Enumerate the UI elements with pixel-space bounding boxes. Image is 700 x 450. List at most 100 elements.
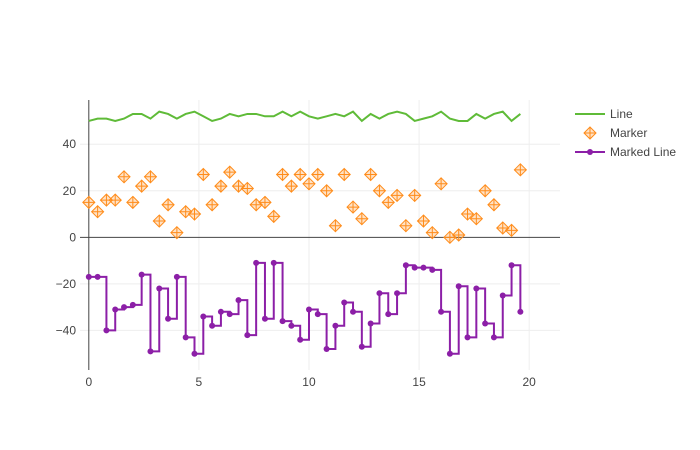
marker-point: [337, 167, 351, 182]
marker-cross: [426, 226, 439, 239]
marked-line-point: [209, 322, 216, 329]
marker-cross: [347, 201, 360, 214]
marked-line-point: [508, 262, 515, 269]
marker-point: [143, 170, 158, 184]
marker-cross: [505, 224, 518, 237]
marker-cross: [329, 219, 342, 232]
marker-point: [416, 214, 431, 228]
marker-point: [275, 167, 290, 182]
marker-cross: [487, 198, 500, 211]
marked-line-point: [297, 336, 304, 343]
marked-line-point: [464, 334, 471, 341]
marker-point: [117, 170, 131, 184]
marker-point: [346, 200, 360, 214]
marker-cross: [170, 226, 183, 239]
marked-line-point: [173, 273, 180, 280]
marker-point: [460, 207, 475, 221]
marked-line-point: [103, 327, 110, 334]
marker-point: [452, 228, 466, 242]
marker-cross: [206, 198, 219, 211]
marker-cross: [452, 229, 465, 241]
marker-point: [478, 184, 492, 198]
marked-line-point: [226, 311, 233, 318]
marker-cross: [126, 196, 139, 209]
marker-point: [258, 195, 272, 210]
marked-line-point: [112, 306, 119, 313]
marked-line-point: [253, 259, 260, 266]
marker-cross: [153, 215, 166, 228]
plot-area: [82, 110, 528, 357]
marker-cross: [285, 180, 298, 193]
marker-point: [205, 198, 219, 212]
marker-cross: [514, 163, 527, 176]
marked-line-point: [138, 271, 145, 278]
marker-cross: [417, 215, 430, 228]
marked-line-point: [376, 290, 383, 297]
marked-line-point: [499, 292, 506, 299]
marker-point: [399, 218, 413, 233]
marker-point: [328, 218, 343, 233]
marker-point: [425, 225, 440, 240]
marker-point: [161, 198, 175, 212]
marker-point: [187, 207, 202, 221]
marked-line-point: [323, 346, 330, 353]
marker-point: [434, 177, 448, 191]
y-tick-label: −20: [56, 277, 77, 291]
marked-line-point: [341, 299, 348, 306]
marker-point: [214, 179, 228, 193]
marker-cross: [461, 208, 474, 221]
marker-point: [267, 209, 281, 224]
marker-cross: [408, 189, 421, 202]
marker-point: [504, 223, 519, 238]
marker-point: [126, 195, 140, 210]
marked-line-point: [358, 343, 365, 350]
marked-line-point: [121, 304, 128, 311]
marked-line-point: [394, 290, 401, 297]
marker-point: [108, 193, 122, 207]
marked-line-point: [385, 311, 392, 318]
marked-line-point: [402, 262, 409, 269]
marked-line-point: [191, 350, 198, 357]
marked-line-point: [235, 297, 242, 304]
marker-point: [487, 198, 501, 212]
marker-point: [513, 163, 528, 177]
y-tick-label: 0: [69, 230, 76, 244]
marker-cross: [355, 212, 368, 225]
marker-point: [319, 184, 334, 198]
marker-cross: [435, 177, 448, 190]
marked-line-point: [367, 320, 374, 327]
x-tick-label: 20: [522, 375, 536, 389]
marker-cross: [294, 168, 307, 181]
marker-point: [381, 195, 395, 210]
marker-cross: [267, 210, 280, 223]
marker-cross: [250, 198, 263, 211]
marker-cross: [470, 212, 483, 225]
marker-cross: [162, 198, 175, 211]
marked-line-point: [517, 308, 524, 315]
marked-line-point: [332, 322, 339, 329]
marker-cross: [232, 180, 245, 193]
series-step-line-purple: [88, 261, 522, 355]
gridlines: [80, 100, 560, 370]
marked-line-point: [411, 264, 418, 271]
marker-cross: [109, 194, 122, 207]
legend: Line Marker Marked Line: [575, 107, 676, 159]
y-tick-label: 20: [63, 184, 77, 198]
marker-point: [82, 195, 96, 210]
marked-line-point: [305, 306, 312, 313]
series-line-green: [88, 110, 521, 123]
marked-line-point: [217, 308, 224, 315]
marked-line-point: [446, 350, 453, 357]
marker-cross: [338, 168, 351, 181]
marker-point: [134, 179, 149, 193]
marked-line-point: [270, 259, 277, 266]
marker-cross: [382, 196, 395, 209]
legend-item: Marker: [583, 126, 647, 140]
marker-cross: [144, 170, 157, 183]
marked-line-point: [182, 334, 189, 341]
x-tick-label: 10: [302, 375, 316, 389]
marker-cross: [584, 127, 596, 139]
marker-cross: [258, 196, 271, 209]
marker-cross: [320, 184, 333, 197]
marked-line-point: [429, 266, 436, 273]
